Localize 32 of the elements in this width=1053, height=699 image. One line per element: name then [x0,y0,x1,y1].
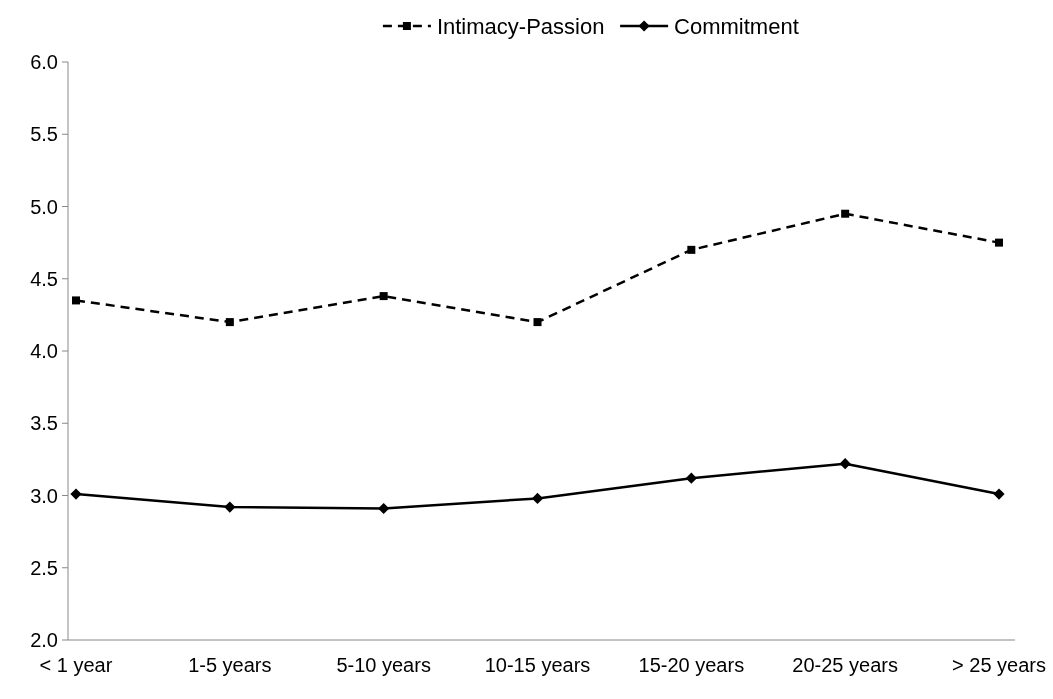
point [378,502,390,515]
point [841,209,850,218]
point [379,292,388,301]
x-tick-label: 10-15 years [484,654,591,676]
point [995,238,1003,247]
point [839,458,851,470]
point [72,296,80,305]
point [685,472,697,484]
x-tick-label: 1-5 years [188,654,272,676]
y-tick-label: 3.0 [30,484,58,507]
x-tick-label: > 25 years [952,654,1046,676]
y-tick-label: 2.5 [30,556,58,579]
y-tick-label: 2.0 [30,629,58,651]
y-tick-label: 4.5 [30,267,58,290]
point [533,318,542,327]
x-tick-label: 5-10 years [336,654,431,676]
x-tick-label: < 1 year [39,654,113,676]
y-tick-label: 5.5 [30,123,58,146]
legend-label: Intimacy-Passion [436,13,605,39]
x-tick-label: 15-20 years [638,654,745,676]
y-tick-label: 4.0 [30,340,58,362]
y-tick-label: 5.0 [30,195,58,218]
point [687,245,696,254]
point [993,488,1005,500]
y-tick-label: 6.0 [30,51,58,73]
point [225,318,234,327]
x-tick-label: 20-25 years [792,654,898,676]
point [224,501,236,513]
point [531,492,544,504]
y-tick-label: 3.5 [30,412,58,435]
legend-label: Commitment [674,13,799,39]
point [70,488,82,500]
